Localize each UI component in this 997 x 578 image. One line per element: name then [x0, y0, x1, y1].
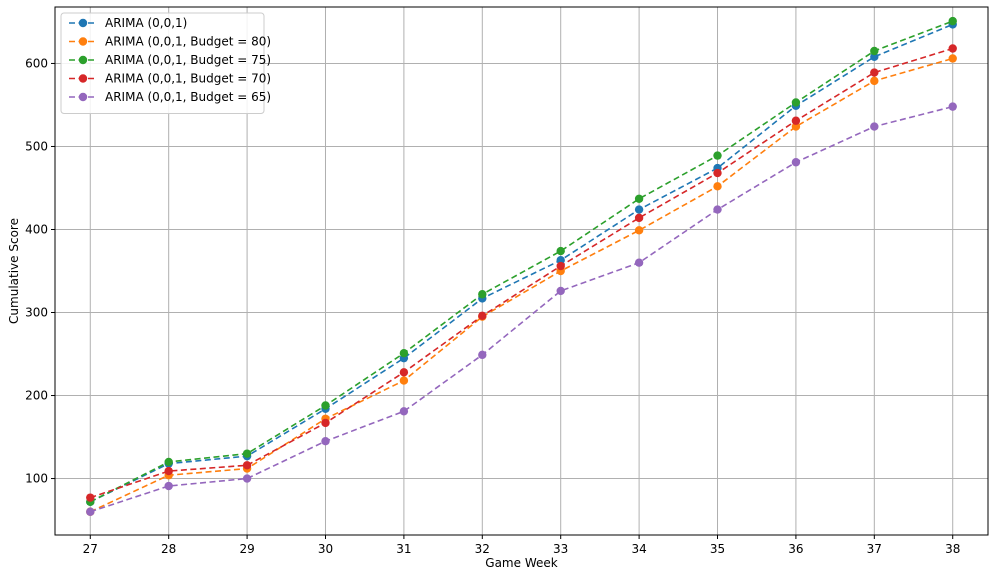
data-point [399, 407, 409, 416]
series-5 [86, 102, 957, 516]
data-point [634, 258, 644, 267]
x-axis-label: Game Week [485, 556, 557, 570]
legend-label: ARIMA (0,0,1, Budget = 70) [105, 72, 271, 86]
data-point [399, 348, 409, 358]
data-point [791, 116, 801, 125]
axes: 27 28 29 30 31 32 33 34 35 36 37 38 100 200 300 400 500 6… [25, 56, 960, 556]
x-tick-label: 38 [945, 542, 960, 556]
x-tick-label: 37 [867, 542, 882, 556]
legend-box [60, 12, 265, 114]
data-point [556, 261, 565, 271]
legend-marker [78, 74, 88, 83]
y-axis-label: Cumulative Score [7, 218, 21, 324]
data-point [634, 194, 644, 203]
data-point [242, 461, 252, 470]
data-point [478, 350, 487, 360]
series-line [90, 47, 953, 499]
x-tick-label: 28 [161, 542, 176, 556]
data-point [791, 158, 801, 167]
series-line [89, 57, 953, 513]
y-tick-label: 300 [25, 306, 48, 320]
data-point [713, 205, 722, 214]
legend-label: ARIMA (0,0,1, Budget = 75) [105, 53, 271, 67]
legend-item: ARIMA (0,0,1) [69, 16, 187, 30]
data-point [321, 436, 330, 446]
data-point [164, 466, 173, 476]
data-point [86, 507, 95, 516]
grid [55, 7, 988, 535]
data-point [321, 401, 330, 410]
y-tick-label: 100 [25, 472, 48, 486]
data-point [556, 256, 565, 265]
legend-label: ARIMA (0,0,1) [105, 16, 187, 30]
data-point [634, 213, 644, 223]
data-point [399, 376, 409, 385]
data-point [556, 286, 565, 296]
series-line [90, 105, 953, 513]
data-point [86, 493, 95, 502]
series-layer [86, 16, 957, 516]
x-tick-label: 27 [83, 542, 98, 556]
legend-item: ARIMA (0,0,1, Budget = 70) [69, 72, 271, 86]
data-point [948, 54, 957, 63]
data-point [321, 418, 330, 428]
legend-item: ARIMA (0,0,1, Budget = 75) [69, 53, 271, 67]
data-point [948, 44, 957, 53]
series-line [89, 20, 954, 503]
legend-marker [78, 37, 88, 46]
data-point [556, 246, 565, 256]
y-tick-label: 500 [25, 139, 48, 153]
legend-marker [78, 92, 88, 102]
x-tick-label: 36 [788, 542, 803, 556]
legend-item: ARIMA (0,0,1, Budget = 80) [69, 35, 271, 49]
x-tick-label: 34 [631, 542, 646, 556]
y-tick-label: 200 [25, 389, 48, 403]
legend-label: ARIMA (0,0,1, Budget = 80) [105, 35, 271, 49]
data-point [948, 16, 957, 26]
data-point [399, 368, 409, 377]
data-point [713, 168, 722, 178]
data-point [870, 46, 879, 56]
x-tick-label: 31 [396, 542, 411, 556]
data-point [634, 226, 644, 235]
x-tick-label: 30 [318, 542, 333, 556]
data-point [164, 457, 173, 467]
x-tick-label: 35 [710, 542, 725, 556]
data-point [634, 205, 644, 214]
plot-frame [54, 6, 989, 536]
x-tick-label: 29 [239, 542, 254, 556]
legend-item: ARIMA (0,0,1, Budget = 65) [69, 90, 271, 104]
data-point [948, 102, 957, 111]
data-point [870, 122, 879, 131]
data-point [242, 449, 252, 458]
legend: ARIMA (0,0,1) ARIMA (0,0,1, Budget = 80) A… [60, 12, 271, 114]
data-point [791, 122, 801, 131]
data-point [791, 98, 801, 107]
data-point [713, 182, 722, 191]
series-2 [86, 54, 957, 516]
data-point [164, 481, 173, 491]
y-tick-label: 600 [25, 56, 48, 70]
data-point [242, 474, 252, 483]
data-point [713, 151, 722, 160]
series-4 [86, 44, 957, 502]
data-point [870, 68, 879, 77]
series-line [89, 23, 954, 503]
data-point [478, 311, 487, 321]
data-point [478, 290, 487, 299]
x-tick-label: 33 [553, 542, 568, 556]
data-point [870, 52, 879, 62]
data-point [870, 76, 879, 86]
legend-marker [78, 55, 88, 65]
y-tick-label: 400 [25, 222, 48, 236]
x-tick-label: 32 [475, 542, 490, 556]
legend-marker [78, 18, 88, 28]
legend-label: ARIMA (0,0,1, Budget = 65) [105, 90, 271, 104]
